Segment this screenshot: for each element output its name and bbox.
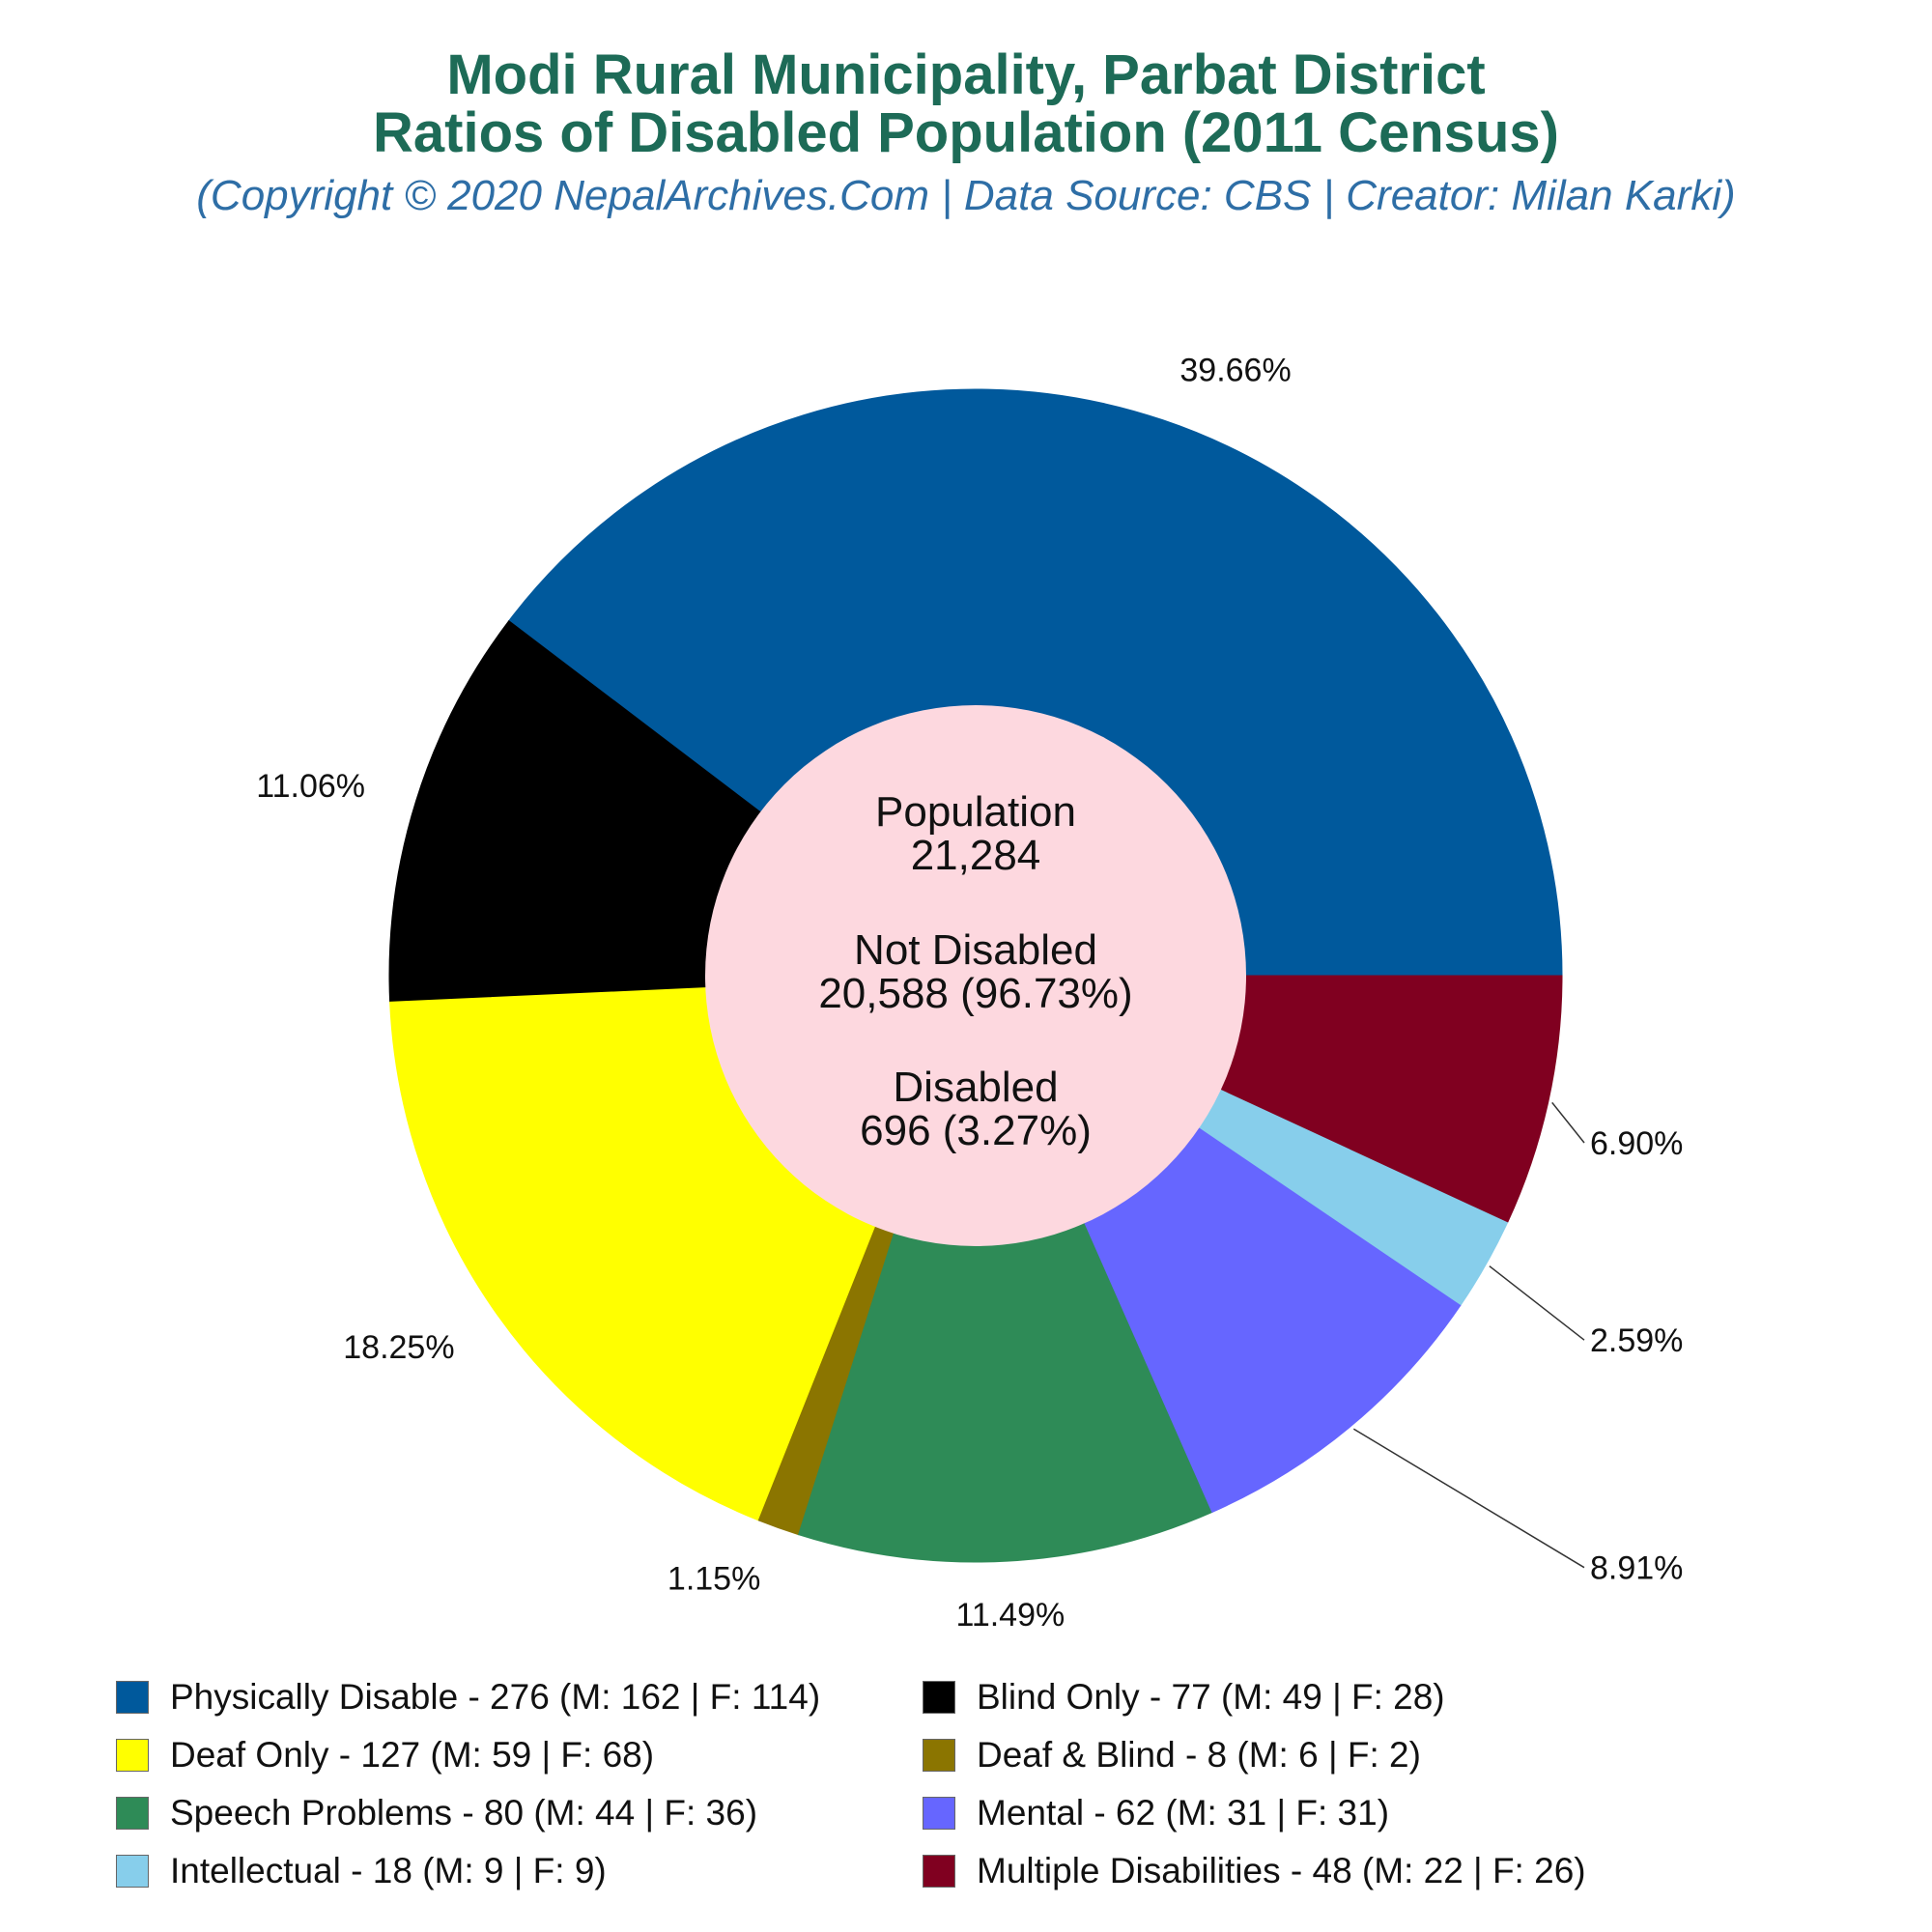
legend-item-deaf-blind: Deaf & Blind - 8 (M: 6 | F: 2) [923,1734,1421,1776]
center-hole [705,705,1246,1246]
legend-swatch [923,1797,955,1830]
legend-label: Intellectual - 18 (M: 9 | F: 9) [170,1851,607,1890]
donut-chart: 39.66% 11.06% 18.25% 1.15% 11.49% 8.91% 2.59% 6… [256,353,1683,1634]
percent-label-deaf-only: 18.25% [343,1329,454,1366]
legend-item-physically-disable: Physically Disable - 276 (M: 162 | F: 11… [116,1676,820,1719]
legend-item-deaf-only: Deaf Only - 127 (M: 59 | F: 68) [116,1734,654,1776]
center-disabled-value: 696 (3.27%) [860,1107,1092,1154]
legend-swatch [116,1797,149,1830]
percent-label-deaf-blind: 1.15% [668,1560,760,1597]
legend-label: Mental - 62 (M: 31 | F: 31) [977,1793,1390,1833]
chart-title-line-1: Modi Rural Municipality, Parbat District [446,43,1486,106]
leader-lines-layer [1352,1101,1585,1569]
percent-label-physically-disable: 39.66% [1179,353,1291,389]
center-not-disabled-value: 20,588 (96.73%) [818,970,1132,1017]
center-population-value: 21,284 [911,832,1041,879]
legend-label: Speech Problems - 80 (M: 44 | F: 36) [170,1793,758,1833]
legend-swatch [923,1855,955,1888]
percent-label-multiple-disabilities: 6.90% [1590,1125,1683,1162]
legend: Physically Disable - 276 (M: 162 | F: 11… [0,1676,1932,1918]
legend-swatch [116,1681,149,1714]
legend-label: Multiple Disabilities - 48 (M: 22 | F: 2… [977,1851,1586,1890]
percent-labels-layer: 39.66% 11.06% 18.25% 1.15% 11.49% 8.91% 2.59% 6… [256,353,1683,1634]
percent-label-mental: 8.91% [1590,1550,1683,1587]
legend-swatch [923,1681,955,1714]
chart-subtitle: (Copyright © 2020 NepalArchives.Com | Da… [196,172,1736,219]
leader-line-intellectual [1489,1265,1585,1341]
percent-label-speech-problems: 11.49% [955,1597,1065,1634]
legend-swatch [116,1855,149,1888]
legend-label: Physically Disable - 276 (M: 162 | F: 11… [170,1677,821,1717]
chart-title-line-2: Ratios of Disabled Population (2011 Cens… [373,101,1559,164]
legend-swatch [923,1739,955,1772]
center-population-label: Population [875,788,1076,836]
center-not-disabled-label: Not Disabled [854,926,1097,974]
legend-item-blind-only: Blind Only - 77 (M: 49 | F: 28) [923,1676,1445,1719]
leader-line-multiple-disabilities [1551,1101,1585,1144]
legend-item-multiple-disabilities: Multiple Disabilities - 48 (M: 22 | F: 2… [923,1850,1586,1892]
legend-item-mental: Mental - 62 (M: 31 | F: 31) [923,1792,1389,1834]
leader-line-mental [1352,1428,1585,1569]
percent-label-blind-only: 11.06% [256,768,365,805]
legend-item-speech-problems: Speech Problems - 80 (M: 44 | F: 36) [116,1792,757,1834]
percent-label-intellectual: 2.59% [1590,1322,1683,1359]
legend-label: Deaf & Blind - 8 (M: 6 | F: 2) [977,1735,1421,1775]
slice-speech-problems [797,974,1213,1563]
legend-swatch [116,1739,149,1772]
legend-label: Blind Only - 77 (M: 49 | F: 28) [977,1677,1445,1717]
legend-item-intellectual: Intellectual - 18 (M: 9 | F: 9) [116,1850,607,1892]
slice-physically-disable [508,388,1563,977]
center-disabled-label: Disabled [893,1064,1058,1111]
legend-label: Deaf Only - 127 (M: 59 | F: 68) [170,1735,655,1775]
